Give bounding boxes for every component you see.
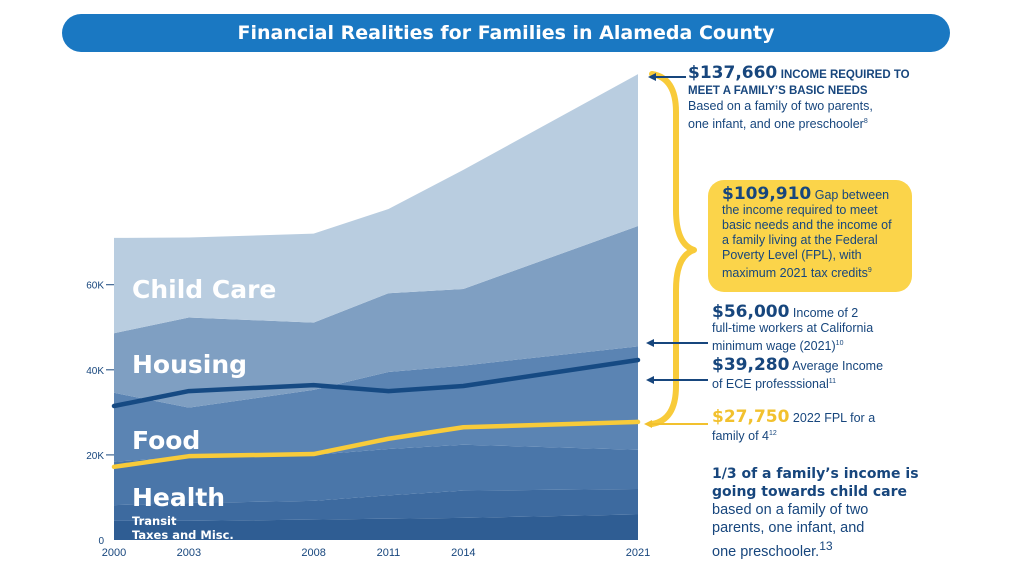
minwage-amount: $56,000 [712,302,790,322]
fpl-ref: 12 [768,430,777,437]
area-child-care [114,74,638,334]
y-tick-label: 40K [86,366,104,377]
x-tick-label: 2000 [102,547,126,559]
total-amount: $137,660 [688,63,778,83]
note-line3: one preschooler. [712,543,820,560]
label-housing: Housing [132,350,247,379]
gap-ref: 9 [867,267,872,274]
y-tick-label: 20K [86,451,104,462]
fpl-line1: family of 4 [712,429,769,444]
y-tick-label: 60K [86,281,104,292]
x-tick-label: 2021 [626,547,650,559]
ece-amount: $39,280 [712,355,790,375]
ece-first: Average Income [792,359,884,373]
label-food: Food [132,426,200,455]
gap-line2: basic needs and the income of [722,218,892,232]
arrow-fpl-head [644,420,652,428]
gap-box [708,180,912,292]
label-health: Health [132,483,225,512]
annotation-gap: $109,910 Gap between the income required… [722,184,908,281]
x-tick-label: 2011 [377,547,401,559]
brace [649,71,697,427]
arrow-total-head [648,73,656,81]
area-health [114,444,638,506]
label-transit: Transit [132,514,177,528]
trend-lines [111,357,641,470]
x-tick-label: 2003 [177,547,201,559]
area-housing [114,226,638,408]
ece-line1: of ECE professsional [712,377,829,392]
annotation-minwage: $56,000 Income of 2 full-time workers at… [712,302,912,354]
chart-title: Financial Realities for Families in Alam… [237,22,775,44]
total-line2: one infant, and one preschooler [688,117,864,132]
note-ref: 13 [819,539,833,553]
minwage-line2: minimum wage (2021) [712,339,836,354]
total-line1: Based on a family of two parents, [688,99,873,113]
child-care-note: 1/3 of a family’s income is going toward… [712,465,952,561]
ece-income-line [111,357,641,409]
note-line2: parents, one infant, and [712,520,865,536]
gap-line1: the income required to meet [722,203,878,217]
ece-ref: 11 [828,378,837,385]
arrow-minwage-head [646,339,654,347]
gap-first: Gap between [814,188,890,202]
y-tick-label: 0 [98,536,104,547]
note-bold2: going towards child care [712,484,908,500]
total-bold-text: Income required to meet a family’s basic… [688,69,910,97]
total-ref: 8 [863,118,868,125]
fpl-amount: $27,750 [712,407,790,427]
minwage-first: Income of 2 [792,306,859,320]
note-line1: based on a family of two [712,502,869,518]
fpl-first: 2022 FPL for a [792,411,876,425]
label-child-care: Child Care [132,275,276,304]
annotation-total: $137,660 Income required to meet a famil… [688,63,918,132]
series-labels: Child Care Housing Food Health TransitTaxes … [132,275,276,542]
annotation-ece: $39,280 Average Income of ECE professsio… [712,355,912,392]
gap-amount: $109,910 [722,184,812,204]
minwage-ref: 10 [835,340,844,347]
label-taxes: Taxes and Misc. [132,528,234,542]
x-tick-label: 2014 [451,547,475,559]
minwage-line1: full-time workers at California [712,321,874,335]
title-banner: Financial Realities for Families in Alam… [62,14,950,52]
area-food [114,346,638,462]
x-tick-label: 2008 [301,547,325,559]
gap-line5: maximum 2021 tax credits [722,266,868,281]
brace-and-arrows [644,71,708,428]
area-transit [114,488,638,521]
area-taxes-and-misc [114,514,638,540]
annotation-fpl: $27,750 2022 FPL for a family of 412 [712,407,912,444]
axes: 2000 2003 2008 2011 2014 2021 0 20K 40K 60K [86,281,650,559]
note-bold1: 1/3 of a family’s income is [712,466,919,482]
fpl-line [111,419,641,470]
gap-line4: Poverty Level (FPL), with [722,248,862,262]
gap-line3: a family living at the Federal [722,233,878,247]
arrow-ece-head [646,376,654,384]
stacked-areas [114,74,638,540]
